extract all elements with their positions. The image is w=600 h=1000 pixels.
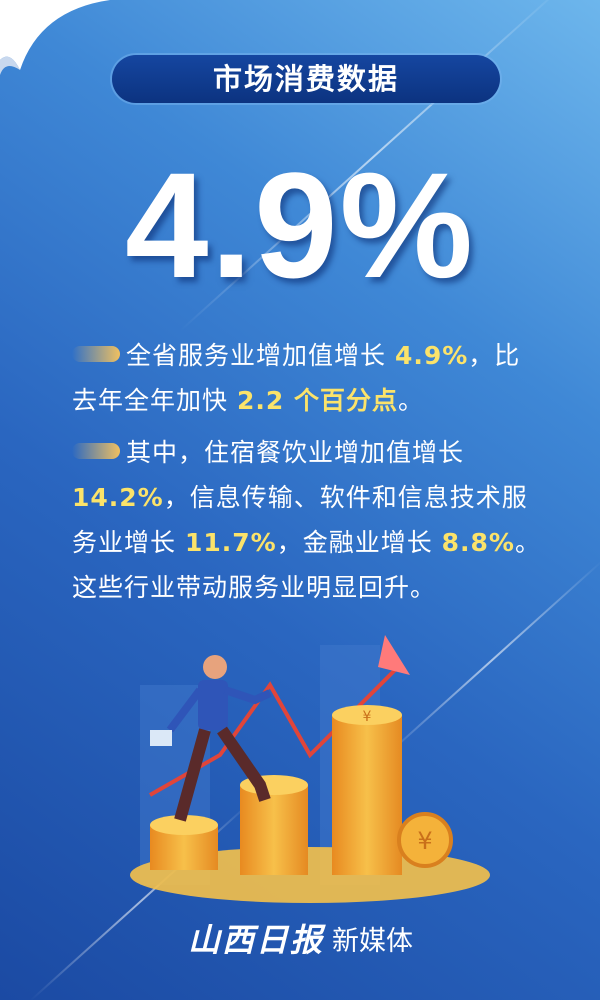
text: 其中，住宿餐饮业增加值增长: [126, 438, 465, 467]
text: 。: [397, 386, 424, 415]
highlight-value: 4.9%: [394, 341, 469, 370]
highlight-value: 14.2%: [72, 483, 164, 512]
coin-stack-icon: ¥: [332, 705, 402, 875]
logo-text: 新媒体: [332, 925, 414, 957]
headline-value: 4.9%: [125, 141, 475, 309]
logo-script: 山西日报: [188, 921, 325, 959]
highlight-value: 8.8%: [441, 528, 515, 557]
text: ，金融业增长: [276, 528, 442, 557]
coin-stack-icon: [150, 815, 218, 870]
rising-arrow-icon: [378, 635, 410, 675]
paragraph-1: 全省服务业增加值增长 4.9%，比去年全年加快 2.2 个百分点。: [72, 333, 542, 423]
bullet-icon: [72, 443, 120, 459]
page-curl-icon: [0, 0, 110, 75]
logo: 山西日报 新媒体: [188, 918, 414, 959]
paragraph-2: 其中，住宿餐饮业增加值增长 14.2%，信息传输、软件和信息技术服务业增长 11…: [72, 430, 542, 610]
coin-stack-icon: [240, 775, 308, 875]
text: ，信息传输、软件和信息技术服务业增长: [72, 483, 528, 557]
bullet-icon: [72, 346, 120, 362]
text: ，比去年全年加快: [72, 341, 521, 415]
highlight-value: 2.2 个百分点: [236, 386, 398, 415]
yuan-coin-icon: ¥: [397, 812, 453, 868]
svg-text:¥: ¥: [363, 709, 372, 725]
page-title: 市场消费数据: [112, 55, 500, 103]
text: 。这些行业带动服务业明显回升。: [72, 528, 541, 602]
person-climbing-icon: [150, 655, 272, 822]
svg-text:¥: ¥: [417, 827, 432, 855]
growth-illustration: ¥ ¥: [130, 635, 490, 903]
highlight-value: 11.7%: [184, 528, 277, 557]
text: 全省服务业增加值增长: [126, 341, 395, 370]
